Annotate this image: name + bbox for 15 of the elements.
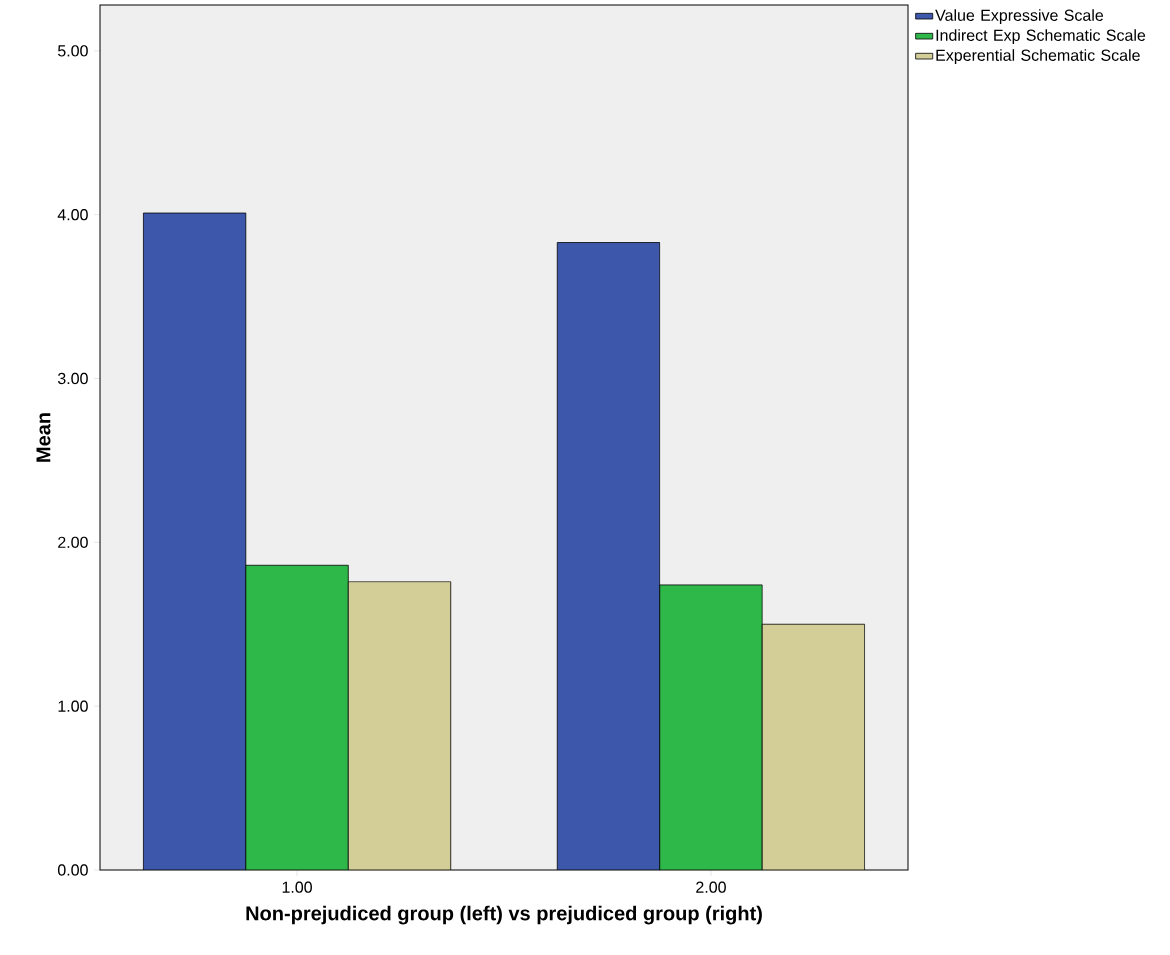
y-tick-label: 1.00 bbox=[58, 700, 88, 712]
bar bbox=[245, 564, 349, 870]
legend-label: Value Expressive Scale bbox=[935, 9, 1104, 25]
x-axis-title: Non-prejudiced group (left) vs prejudiced group (right) bbox=[246, 905, 762, 925]
legend-label: Experential Schematic Scale bbox=[936, 49, 1140, 65]
bar bbox=[556, 242, 661, 870]
y-tick-label: 5.00 bbox=[57, 45, 88, 57]
y-tick-label: 4.00 bbox=[57, 209, 88, 221]
legend-label: Indirect Exp Schematic Scale bbox=[936, 29, 1146, 45]
bar bbox=[659, 584, 763, 870]
y-axis-title: Mean bbox=[36, 413, 51, 462]
bar bbox=[142, 212, 247, 870]
y-tick-label: 0.00 bbox=[57, 864, 88, 876]
y-tick-label: 3.00 bbox=[57, 372, 88, 385]
y-tick-label: 2.00 bbox=[58, 536, 88, 548]
